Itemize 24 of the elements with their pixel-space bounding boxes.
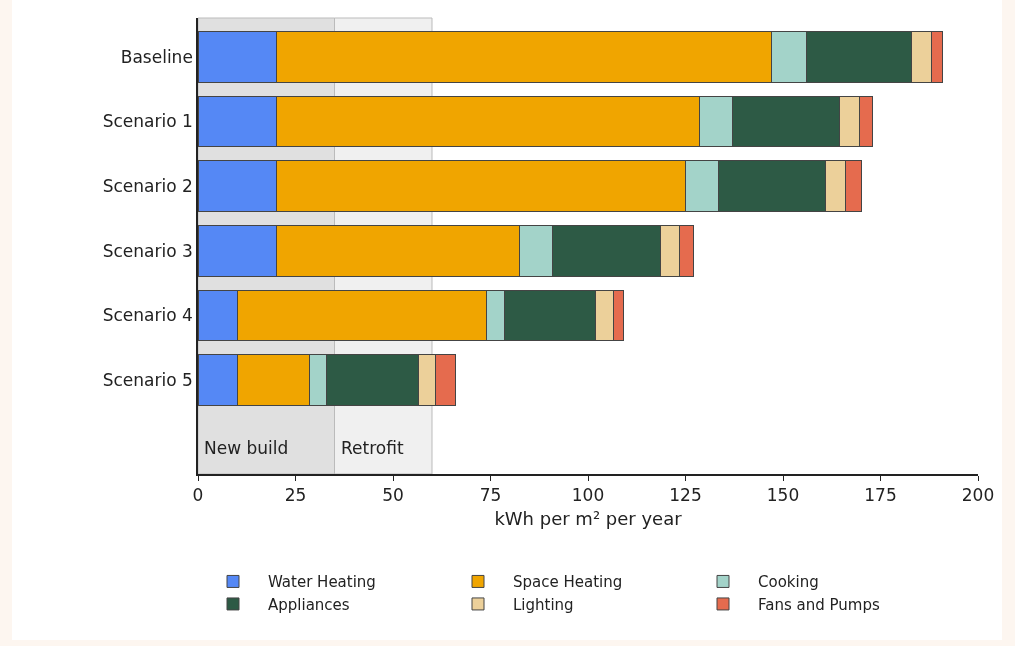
x-tick-label: 175 bbox=[864, 485, 897, 506]
x-tick-label: 200 bbox=[961, 485, 995, 506]
legend-label: Cooking bbox=[758, 573, 819, 592]
x-tick-label: 25 bbox=[284, 485, 307, 506]
y-tick-label: Scenario 2 bbox=[102, 176, 193, 197]
x-tick-label: 0 bbox=[192, 485, 204, 506]
band-label: New build bbox=[204, 438, 289, 458]
legend-label: Appliances bbox=[268, 595, 350, 614]
x-tick-label: 150 bbox=[766, 485, 800, 506]
x-axis-title: kWh per m² per year bbox=[494, 507, 683, 529]
x-tick-label: 50 bbox=[382, 485, 404, 506]
legend-label: Water Heating bbox=[268, 573, 376, 592]
y-tick-label: Scenario 5 bbox=[102, 370, 193, 391]
y-tick-label: Scenario 1 bbox=[102, 111, 193, 132]
y-tick-label: Baseline bbox=[120, 46, 193, 67]
legend-label: Lighting bbox=[513, 595, 574, 614]
y-tick-label: Scenario 4 bbox=[102, 305, 193, 326]
band-label: Retrofit bbox=[341, 438, 404, 458]
x-tick-label: 125 bbox=[669, 485, 702, 506]
legend-label: Space Heating bbox=[513, 573, 623, 592]
y-tick-label: Scenario 3 bbox=[102, 240, 193, 261]
x-tick-label: 75 bbox=[479, 485, 502, 506]
x-tick-label: 100 bbox=[571, 485, 605, 506]
legend-label: Fans and Pumps bbox=[758, 595, 880, 614]
